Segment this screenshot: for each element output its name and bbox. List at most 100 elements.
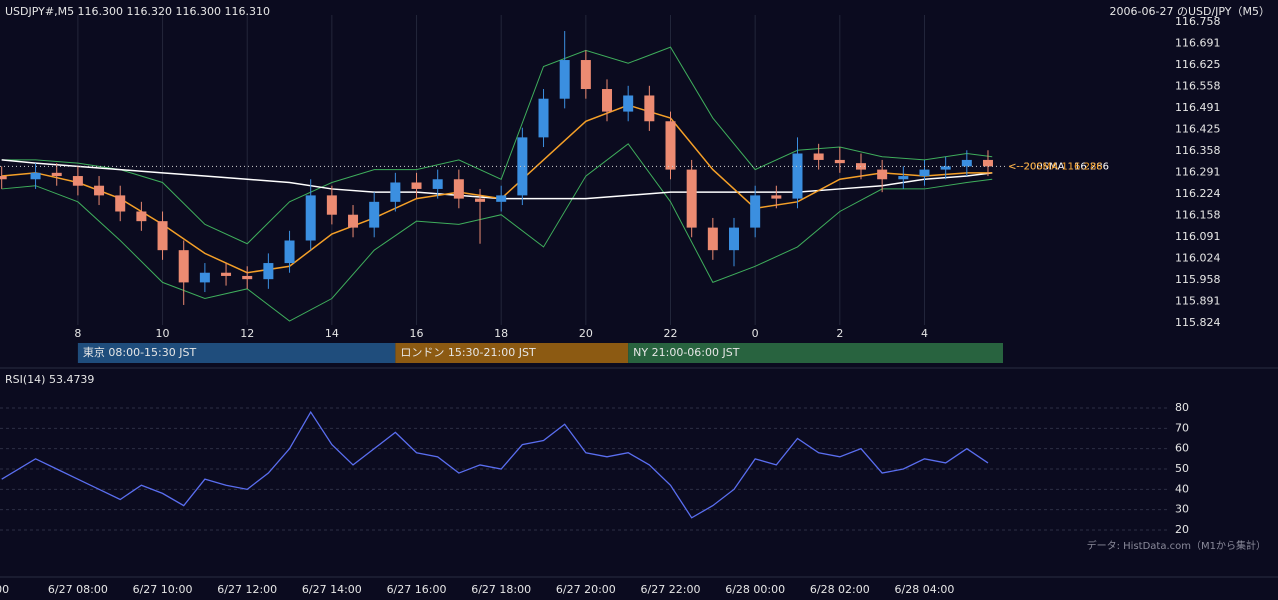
candle-body <box>348 214 359 228</box>
y-tick-label: 116.091 <box>1175 230 1221 243</box>
y-tick-label: 116.358 <box>1175 144 1221 157</box>
x-tick-label: 4 <box>921 327 928 340</box>
y-tick-label: 116.291 <box>1175 166 1221 179</box>
candle-body <box>51 172 62 177</box>
candle-body <box>496 195 507 202</box>
y-tick-label: 116.625 <box>1175 58 1221 71</box>
session-label: 東京 08:00-15:30 JST <box>83 345 197 359</box>
candle-body <box>263 263 274 280</box>
indicator-line <box>1 143 993 322</box>
y-tick-label: 116.158 <box>1175 208 1221 221</box>
indicator-line <box>1 46 993 245</box>
x-tick-label: 6/27 08:00 <box>48 583 108 596</box>
y-tick-label: 30 <box>1175 503 1189 516</box>
x-tick-label: 6/27 12:00 <box>217 583 277 596</box>
candle-body <box>115 195 126 212</box>
y-tick-label: 116.425 <box>1175 122 1221 135</box>
session-label: NY 21:00-06:00 JST <box>633 346 740 359</box>
y-tick-label: 115.891 <box>1175 294 1221 307</box>
candle-body <box>750 195 761 228</box>
session-label: ロンドン 15:30-21:00 JST <box>400 346 536 359</box>
candle-body <box>644 95 655 122</box>
candle-body <box>178 250 189 283</box>
chart-title: USDJPY#,M5 116.300 116.320 116.300 116.3… <box>5 5 270 18</box>
candle-body <box>305 195 316 241</box>
x-tick-label: 12 <box>240 327 254 340</box>
y-tick-label: 80 <box>1175 401 1189 414</box>
candle-body <box>517 137 528 196</box>
y-tick-label: 60 <box>1175 442 1189 455</box>
candle-body <box>940 166 951 170</box>
candle-body <box>961 159 972 167</box>
y-tick-label: 116.491 <box>1175 101 1221 114</box>
x-tick-label: 6/28 00:00 <box>725 583 785 596</box>
candle-body <box>602 89 613 112</box>
x-tick-label: 14 <box>325 327 339 340</box>
candle-body <box>707 227 718 251</box>
x-tick-label: 6/27 20:00 <box>556 583 616 596</box>
y-tick-label: 40 <box>1175 482 1189 495</box>
candle-body <box>665 121 676 170</box>
candle-body <box>834 159 845 164</box>
y-tick-label: 116.691 <box>1175 37 1221 50</box>
x-tick-label: 16 <box>410 327 424 340</box>
candle-body <box>919 169 930 177</box>
y-tick-label: 116.224 <box>1175 187 1221 200</box>
candle-body <box>242 275 253 280</box>
candle-body <box>771 195 782 199</box>
candle-body <box>221 272 232 276</box>
candle-body <box>390 182 401 202</box>
candle-body <box>982 159 993 167</box>
candle-body <box>432 179 443 189</box>
candle-body <box>813 153 824 160</box>
candle-body <box>538 98 549 138</box>
candle-body <box>453 179 464 199</box>
candle-body <box>199 272 210 283</box>
session-bar <box>77 343 396 363</box>
candle-body <box>136 211 147 222</box>
x-tick-label: 6/28 04:00 <box>895 583 955 596</box>
candle-body <box>30 172 41 180</box>
x-tick-label: 20 <box>579 327 593 340</box>
y-tick-label: 116.558 <box>1175 79 1221 92</box>
candle-body <box>284 240 295 264</box>
annotation: <--20SMA 116.286 <box>1008 161 1103 172</box>
x-tick-label: 6/27 14:00 <box>302 583 362 596</box>
candle-body <box>686 169 697 228</box>
candle-body <box>559 60 570 99</box>
candle-body <box>411 182 422 189</box>
rsi-line <box>1 410 989 519</box>
source-note: データ: HistData.com（M1から集計） <box>1087 539 1266 552</box>
candle-body <box>326 195 337 215</box>
x-tick-label: 22 <box>664 327 678 340</box>
x-tick-label: 2 <box>836 327 843 340</box>
y-tick-label: 20 <box>1175 523 1189 536</box>
candle-body <box>792 153 803 199</box>
x-tick-label: 6/27 10:00 <box>133 583 193 596</box>
y-tick-label: 70 <box>1175 421 1189 434</box>
candle-body <box>898 176 909 180</box>
chart-subtitle: 2006-06-27 のUSD/JPY（M5） <box>1110 5 1270 18</box>
x-tick-label: 0 <box>752 327 759 340</box>
candle-body <box>623 95 634 112</box>
candle-body <box>475 198 486 202</box>
x-tick-label: 06:00 <box>0 583 9 596</box>
y-tick-label: 116.024 <box>1175 252 1221 265</box>
candle-body <box>72 176 83 186</box>
y-tick-label: 116.758 <box>1175 15 1221 28</box>
session-bar <box>628 343 1003 363</box>
x-tick-label: 18 <box>494 327 508 340</box>
candle-body <box>729 227 740 251</box>
session-bar <box>395 343 629 363</box>
x-tick-label: 10 <box>156 327 170 340</box>
y-tick-label: 115.824 <box>1175 316 1221 329</box>
x-tick-label: 6/28 02:00 <box>810 583 870 596</box>
y-tick-label: 50 <box>1175 462 1189 475</box>
candle-body <box>94 185 105 196</box>
candle-body <box>0 176 7 180</box>
candle-body <box>369 201 380 228</box>
x-tick-label: 6/27 22:00 <box>641 583 701 596</box>
x-tick-label: 6/27 18:00 <box>471 583 531 596</box>
candle-body <box>877 169 888 180</box>
